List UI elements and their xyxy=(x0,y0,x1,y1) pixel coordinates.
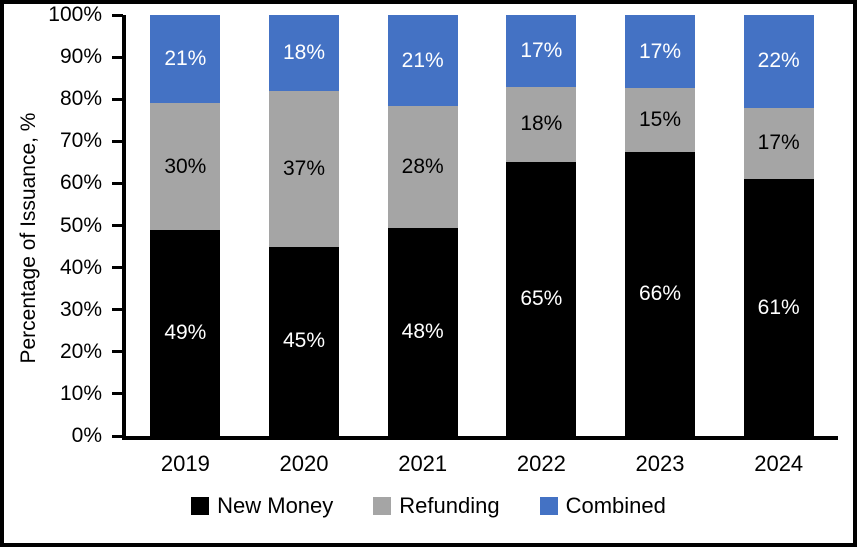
segment-new-money: 49% xyxy=(150,229,221,436)
y-tick-mark xyxy=(112,13,123,17)
stacked-bar-2023: 17% 15% 66% xyxy=(625,15,696,436)
y-tick-mark xyxy=(112,266,123,270)
segment-combined: 21% xyxy=(387,15,458,107)
legend-item-new-money: New Money xyxy=(191,493,333,519)
legend-item-refunding: Refunding xyxy=(373,493,500,519)
x-axis-labels: 2019 2020 2021 2022 2023 2024 xyxy=(126,451,838,477)
bar-slot-2021: 21% 28% 48% xyxy=(363,15,482,436)
segment-new-money: 48% xyxy=(387,227,458,436)
stacked-bar-2019: 21% 30% 49% xyxy=(150,15,221,436)
bar-slot-2019: 21% 30% 49% xyxy=(126,15,245,436)
y-tick-mark xyxy=(112,224,123,227)
y-tick-label: 100% xyxy=(48,3,102,26)
y-tick-label: 70% xyxy=(59,129,102,153)
y-tick-mark xyxy=(112,434,123,438)
x-tick-label-2023: 2023 xyxy=(635,451,685,476)
y-tick-label: 80% xyxy=(59,87,102,111)
segment-new-money: 45% xyxy=(269,246,340,436)
y-tick-label: 10% xyxy=(59,381,102,405)
legend-label-combined: Combined xyxy=(565,493,666,518)
data-label-combined: 21% xyxy=(164,47,207,71)
bar-slot-2024: 22% 17% 61% xyxy=(719,15,838,436)
segment-refunding: 17% xyxy=(743,107,814,180)
bar-slot-2022: 17% 18% 65% xyxy=(482,15,601,436)
y-tick-mark xyxy=(112,55,123,59)
segment-new-money: 66% xyxy=(625,152,696,436)
segment-refunding: 15% xyxy=(625,88,696,153)
data-label-combined: 17% xyxy=(639,39,682,63)
data-label-new-money: 49% xyxy=(164,320,207,344)
bar-slot-2020: 18% 37% 45% xyxy=(245,15,364,436)
x-tick-label-2021: 2021 xyxy=(398,451,448,476)
stacked-bar-2021: 21% 28% 48% xyxy=(387,15,458,436)
legend-swatch-refunding-icon xyxy=(373,497,392,515)
segment-combined: 18% xyxy=(269,15,340,91)
y-tick-label: 90% xyxy=(59,45,102,69)
y-tick-label: 30% xyxy=(59,297,102,321)
segment-refunding: 28% xyxy=(387,106,458,228)
y-tick-label: 0% xyxy=(71,424,102,447)
data-label-combined: 22% xyxy=(757,49,800,73)
data-label-refunding: 28% xyxy=(401,154,444,178)
data-label-new-money: 66% xyxy=(639,282,682,306)
data-label-new-money: 45% xyxy=(282,329,326,353)
legend-label-new-money: New Money xyxy=(217,493,334,518)
data-label-new-money: 65% xyxy=(520,287,563,311)
data-label-new-money: 61% xyxy=(757,295,800,319)
data-label-refunding: 30% xyxy=(164,154,207,178)
y-tick-mark xyxy=(112,181,123,185)
stacked-bar-2020: 18% 37% 45% xyxy=(269,15,340,436)
y-tick-mark xyxy=(112,97,123,101)
y-tick-label: 20% xyxy=(59,339,102,363)
data-label-refunding: 17% xyxy=(757,131,800,155)
legend: New Money Refunding Combined xyxy=(4,493,853,519)
legend-swatch-combined-icon xyxy=(539,497,558,515)
x-tick-label-2024: 2024 xyxy=(754,451,804,476)
data-label-refunding: 37% xyxy=(282,156,326,180)
y-tick-label: 60% xyxy=(59,171,102,195)
data-label-combined: 18% xyxy=(282,40,326,64)
stacked-bar-2022: 17% 18% 65% xyxy=(506,15,577,436)
segment-combined: 21% xyxy=(150,15,221,104)
y-tick-mark xyxy=(112,308,123,312)
data-label-refunding: 15% xyxy=(639,108,682,132)
y-tick-mark xyxy=(112,139,123,143)
y-tick-mark xyxy=(112,392,123,396)
segment-new-money: 61% xyxy=(743,179,814,436)
plot-area: 21% 30% 49% 18% 37% 45% 21% 28% 48% 17% 18% 65% 17% 1… xyxy=(122,15,838,440)
data-label-combined: 17% xyxy=(520,38,563,62)
bar-slot-2023: 17% 15% 66% xyxy=(601,15,720,436)
legend-swatch-new-money-icon xyxy=(191,497,210,515)
data-label-new-money: 48% xyxy=(401,319,444,343)
legend-label-refunding: Refunding xyxy=(399,493,500,518)
segment-combined: 17% xyxy=(625,15,696,89)
x-tick-label-2022: 2022 xyxy=(516,451,566,476)
data-label-refunding: 18% xyxy=(520,112,563,136)
segment-combined: 17% xyxy=(506,15,577,87)
y-tick-mark xyxy=(112,350,123,354)
x-tick-label-2020: 2020 xyxy=(279,451,329,476)
segment-refunding: 18% xyxy=(506,86,577,163)
y-tick-label: 50% xyxy=(59,213,102,237)
segment-refunding: 30% xyxy=(150,103,221,230)
data-label-combined: 21% xyxy=(401,48,444,72)
segment-refunding: 37% xyxy=(269,90,340,247)
x-tick-label-2019: 2019 xyxy=(160,451,210,476)
y-tick-label: 40% xyxy=(59,255,102,279)
segment-new-money: 65% xyxy=(506,162,577,436)
segment-combined: 22% xyxy=(743,15,814,108)
stacked-bar-2024: 22% 17% 61% xyxy=(743,15,814,436)
legend-item-combined: Combined xyxy=(539,493,666,519)
